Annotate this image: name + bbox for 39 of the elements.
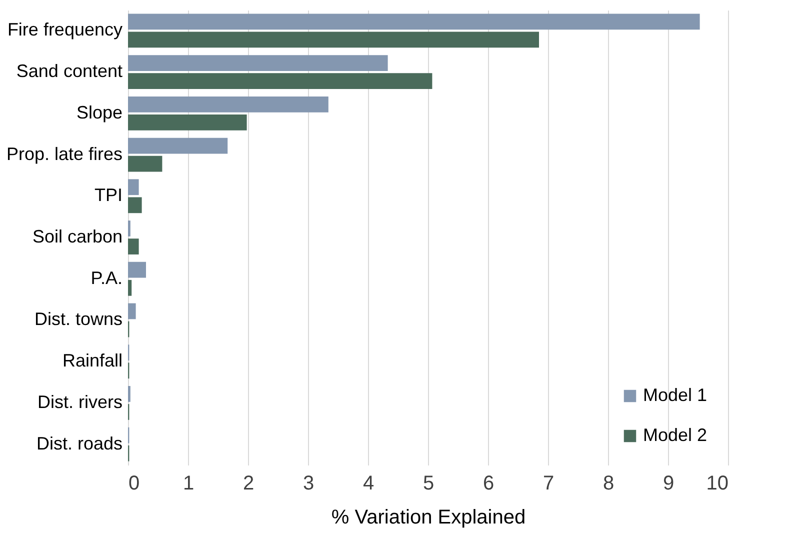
x-tick-label: 4 bbox=[362, 472, 374, 494]
y-tick-label: Dist. roads bbox=[36, 433, 122, 454]
x-tick-label: 9 bbox=[662, 472, 674, 494]
y-tick-label: Slope bbox=[76, 102, 122, 122]
bar bbox=[128, 73, 432, 90]
y-tick-label: Soil carbon bbox=[32, 226, 122, 246]
x-tick-label: 6 bbox=[482, 472, 494, 494]
x-tick-label: 2 bbox=[242, 472, 254, 494]
bar bbox=[128, 114, 247, 130]
y-tick-label: Dist. towns bbox=[34, 309, 122, 330]
bar bbox=[128, 156, 162, 172]
bar bbox=[128, 262, 146, 278]
y-tick-label: Sand content bbox=[16, 61, 122, 82]
x-tick-label: 1 bbox=[182, 472, 194, 494]
bar bbox=[128, 179, 139, 196]
y-tick-label: Dist. rivers bbox=[38, 392, 122, 412]
x-tick-label: 3 bbox=[302, 472, 314, 494]
y-tick-label: P.A. bbox=[90, 268, 122, 288]
bar bbox=[128, 14, 700, 30]
bar bbox=[128, 303, 136, 320]
y-tick-label: Fire frequency bbox=[7, 20, 122, 40]
x-axis-title: % Variation Explained bbox=[331, 506, 526, 528]
x-tick-label: 8 bbox=[602, 472, 614, 494]
x-tick-label: 10 bbox=[706, 472, 728, 494]
legend-label: Model 1 bbox=[643, 385, 708, 405]
x-tick-label: 0 bbox=[128, 472, 140, 494]
y-tick-label: Rainfall bbox=[62, 350, 122, 371]
y-tick-label: Prop. late fires bbox=[6, 144, 122, 164]
bar bbox=[128, 238, 139, 254]
bar bbox=[128, 32, 539, 48]
y-tick-label: TPI bbox=[94, 185, 122, 206]
bar bbox=[128, 197, 142, 214]
legend-label: Model 2 bbox=[643, 425, 708, 445]
x-tick-label: 5 bbox=[422, 472, 434, 494]
bar bbox=[128, 55, 388, 71]
bar bbox=[128, 96, 328, 112]
bar bbox=[128, 280, 132, 296]
x-tick-label: 7 bbox=[542, 472, 554, 494]
bar bbox=[128, 138, 228, 154]
